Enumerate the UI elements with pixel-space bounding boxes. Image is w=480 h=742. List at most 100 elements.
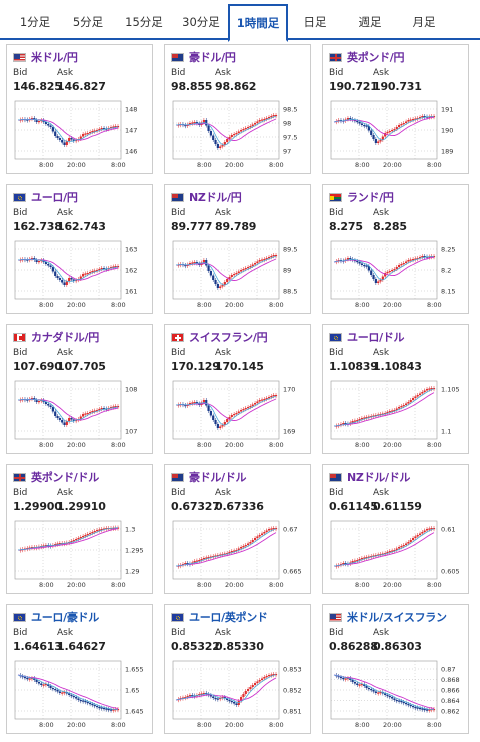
candle bbox=[265, 258, 268, 260]
currency-pair-link[interactable]: ユーロ/円 bbox=[31, 191, 78, 204]
tab-7[interactable]: 月足 bbox=[412, 15, 436, 29]
x-tick-label: 8:00 bbox=[427, 301, 442, 309]
hourly-candlestick-chart[interactable]: 1.655 1.65 1.645 8:00 20:00 8:00 bbox=[13, 657, 148, 731]
currency-pair-link[interactable]: 米ドル/円 bbox=[31, 51, 78, 64]
tab-2[interactable]: 15分足 bbox=[125, 15, 163, 29]
ask-label: Ask bbox=[373, 488, 390, 498]
hourly-candlestick-chart[interactable]: 8.25 8.2 8.15 8:00 20:00 8:00 bbox=[329, 237, 464, 311]
hourly-candlestick-chart[interactable]: 98.5 98 97.5 97 8:00 20:00 8:00 bbox=[171, 97, 306, 171]
currency-pair-link[interactable]: 英ポンド/円 bbox=[347, 51, 405, 64]
candle bbox=[107, 709, 110, 711]
hourly-candlestick-chart[interactable]: 148 147 146 8:00 20:00 8:00 bbox=[13, 97, 148, 171]
rate-card[interactable]: 米ドル/スイスフラン Bid Ask 0.86288 0.86303 0.87 0.868 0… bbox=[322, 604, 469, 734]
rate-card[interactable]: ユーロ/英ポンド Bid Ask 0.85322 0.85330 0.853 0.852 0.… bbox=[164, 604, 311, 734]
candle bbox=[384, 133, 387, 137]
hourly-candlestick-chart[interactable]: 108 107 8:00 20:00 8:00 bbox=[13, 377, 148, 451]
currency-pair-link[interactable]: NZドル/ドル bbox=[347, 471, 411, 484]
candle bbox=[47, 264, 50, 266]
candle bbox=[68, 693, 71, 695]
candle bbox=[265, 530, 268, 532]
hourly-candlestick-chart[interactable]: 1.3 1.295 1.29 8:00 20:00 8:00 bbox=[13, 517, 148, 591]
candle bbox=[270, 116, 273, 118]
rate-card[interactable]: ユーロ/ドル Bid Ask 1.10839 1.10843 1.105 1.1 8:00 20… bbox=[322, 324, 469, 454]
rate-card[interactable]: NZドル/円 Bid Ask 89.777 89.789 89.5 89 88.5 8:00 20… bbox=[164, 184, 311, 314]
tab-3[interactable]: 30分足 bbox=[182, 15, 220, 29]
candle bbox=[63, 422, 66, 425]
candle bbox=[91, 271, 94, 273]
currency-pair-link[interactable]: ユーロ/ドル bbox=[347, 331, 405, 344]
candle bbox=[51, 688, 54, 690]
tab-1[interactable]: 5分足 bbox=[72, 15, 104, 29]
card-header: 米ドル/円 bbox=[13, 49, 78, 65]
x-tick-label: 8:00 bbox=[355, 581, 370, 589]
candle bbox=[360, 684, 364, 686]
currency-pair-link[interactable]: 豪ドル/ドル bbox=[189, 471, 247, 484]
candle bbox=[244, 408, 247, 410]
y-tick-label: 1.29 bbox=[125, 568, 139, 576]
y-tick-label: 189 bbox=[441, 148, 453, 156]
currency-pair-link[interactable]: 米ドル/スイスフラン bbox=[347, 611, 447, 624]
tab-6[interactable]: 週足 bbox=[358, 15, 382, 29]
ask-label: Ask bbox=[373, 68, 390, 78]
tab-4[interactable]: 1時間足 bbox=[228, 4, 288, 42]
currency-pair-link[interactable]: NZドル/円 bbox=[189, 191, 242, 204]
rate-card[interactable]: ユーロ/豪ドル Bid Ask 1.64613 1.64627 1.655 1.65 1.64… bbox=[6, 604, 153, 734]
hourly-candlestick-chart[interactable]: 0.87 0.868 0.866 0.864 0.862 8:00 20:00 8:00 bbox=[329, 657, 464, 731]
rate-card[interactable]: 米ドル/円 Bid Ask 146.825 146.827 148 147 146 8:00 20… bbox=[6, 44, 153, 174]
x-tick-label: 8:00 bbox=[269, 301, 284, 309]
candle bbox=[263, 677, 266, 679]
candle bbox=[207, 265, 210, 271]
currency-pair-link[interactable]: 英ポンド/ドル bbox=[31, 471, 99, 484]
rate-card[interactable]: ランド/円 Bid Ask 8.275 8.285 8.25 8.2 8.15 8:00 20:0… bbox=[322, 184, 469, 314]
us-flag-icon bbox=[13, 52, 26, 62]
candle bbox=[384, 273, 387, 277]
hourly-candlestick-chart[interactable]: 0.61 0.605 8:00 20:00 8:00 bbox=[329, 517, 464, 591]
candle bbox=[193, 561, 196, 563]
hourly-candlestick-chart[interactable]: 89.5 89 88.5 8:00 20:00 8:00 bbox=[171, 237, 306, 311]
ask-value: 146.827 bbox=[57, 80, 106, 93]
candle bbox=[49, 686, 52, 688]
rate-card[interactable]: 英ポンド/ドル Bid Ask 1.29900 1.29910 1.3 1.295 1.29 8… bbox=[6, 464, 153, 594]
hourly-candlestick-chart[interactable]: 1.105 1.1 8:00 20:00 8:00 bbox=[329, 377, 464, 451]
ask-label: Ask bbox=[57, 348, 74, 358]
candle bbox=[272, 395, 275, 397]
rate-card[interactable]: NZドル/ドル Bid Ask 0.61145 0.61159 0.61 0.605 8:00… bbox=[322, 464, 469, 594]
candle bbox=[356, 121, 359, 123]
currency-pair-link[interactable]: 豪ドル/円 bbox=[189, 51, 236, 64]
rate-card[interactable]: スイスフラン/円 Bid Ask 170.129 170.145 170 169 8:00 20… bbox=[164, 324, 311, 454]
x-tick-label: 8:00 bbox=[197, 721, 212, 729]
rate-card[interactable]: 豪ドル/円 Bid Ask 98.855 98.862 98.5 98 97.5 97 8:00 2… bbox=[164, 44, 311, 174]
x-tick-label: 8:00 bbox=[111, 721, 126, 729]
candle bbox=[75, 420, 78, 422]
hourly-candlestick-chart[interactable]: 163 162 161 8:00 20:00 8:00 bbox=[13, 237, 148, 311]
rate-card[interactable]: カナダドル/円 Bid Ask 107.690 107.705 108 107 8:00 20:… bbox=[6, 324, 153, 454]
currency-pair-link[interactable]: ユーロ/英ポンド bbox=[189, 611, 268, 624]
currency-pair-link[interactable]: ランド/円 bbox=[347, 191, 394, 204]
bid-value: 190.721 bbox=[329, 80, 378, 93]
x-tick-label: 20:00 bbox=[67, 721, 86, 729]
ask-label: Ask bbox=[215, 208, 232, 218]
currency-pair-link[interactable]: カナダドル/円 bbox=[31, 331, 99, 344]
hourly-candlestick-chart[interactable]: 0.67 0.665 8:00 20:00 8:00 bbox=[171, 517, 306, 591]
hourly-candlestick-chart[interactable]: 170 169 8:00 20:00 8:00 bbox=[171, 377, 306, 451]
currency-pair-link[interactable]: ユーロ/豪ドル bbox=[31, 611, 99, 624]
candle bbox=[240, 697, 243, 701]
card-header: ユーロ/英ポンド bbox=[171, 609, 268, 625]
rate-card[interactable]: 豪ドル/ドル Bid Ask 0.67327 0.67336 0.67 0.665 8:00 2… bbox=[164, 464, 311, 594]
tab-0[interactable]: 1分足 bbox=[19, 15, 51, 29]
currency-pair-link[interactable]: スイスフラン/円 bbox=[189, 331, 268, 344]
x-tick-label: 8:00 bbox=[355, 441, 370, 449]
tab-5[interactable]: 日足 bbox=[303, 15, 327, 29]
candle bbox=[237, 271, 240, 273]
rate-card[interactable]: 英ポンド/円 Bid Ask 190.721 190.731 191 190 189 8:00 2… bbox=[322, 44, 469, 174]
candle bbox=[198, 694, 201, 696]
hourly-candlestick-chart[interactable]: 0.853 0.852 0.851 8:00 20:00 8:00 bbox=[171, 657, 306, 731]
y-tick-label: 1.105 bbox=[441, 386, 460, 394]
bid-label: Bid bbox=[171, 68, 186, 78]
candle bbox=[418, 393, 422, 395]
hourly-candlestick-chart[interactable]: 191 190 189 8:00 20:00 8:00 bbox=[329, 97, 464, 171]
rate-card[interactable]: ユーロ/円 Bid Ask 162.738 162.743 163 162 161 8:00 20… bbox=[6, 184, 153, 314]
candle bbox=[233, 702, 236, 704]
candle bbox=[418, 117, 422, 119]
candle bbox=[226, 279, 229, 282]
